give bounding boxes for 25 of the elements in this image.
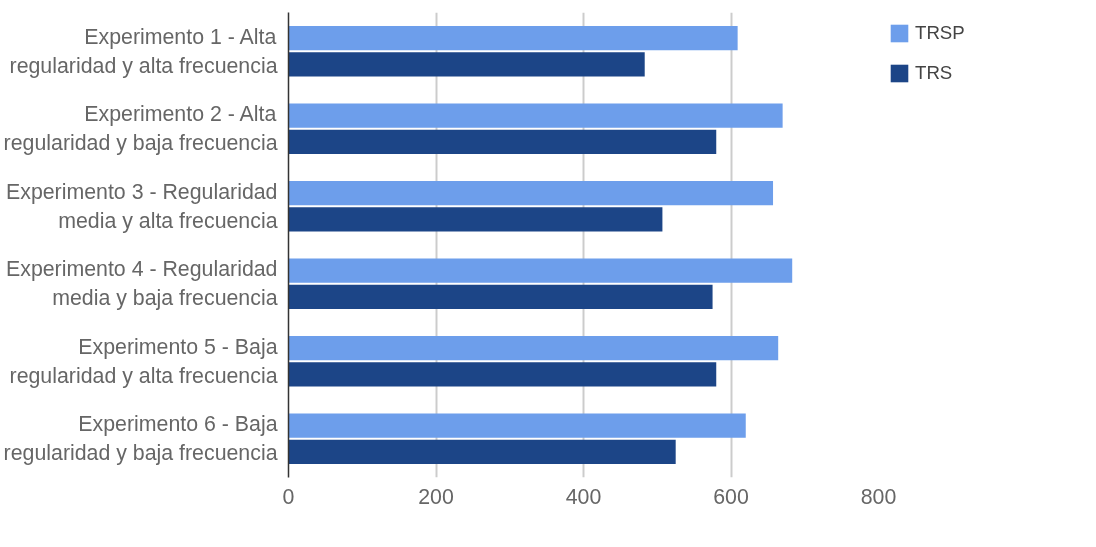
bar xyxy=(288,103,783,128)
y-tick-label: Experimento 3 - Regularidad media y alta frecuencia xyxy=(6,179,278,233)
y-tick-label: Experimento 2 - Alta regularidad y baja frecuencia xyxy=(3,102,278,156)
bar xyxy=(288,129,717,155)
bar xyxy=(288,207,663,232)
x-tick-label: 200 xyxy=(418,484,454,509)
legend-label: TRS xyxy=(915,62,953,84)
y-tick-label: Experimento 5 - Baja regularidad y alta frecuencia xyxy=(9,334,278,388)
y-tick-label: Experimento 4 - Regularidad media y baja frecuencia xyxy=(6,257,278,311)
x-tick-label: 800 xyxy=(860,484,897,509)
y-tick-label: Experimento 1 - Alta regularidad y alta frecuencia xyxy=(9,24,278,78)
x-tick-label: 600 xyxy=(713,484,749,509)
x-tick-label: 0 xyxy=(282,484,295,509)
bar xyxy=(288,335,779,361)
bar xyxy=(288,258,793,283)
bar xyxy=(288,439,676,465)
bar xyxy=(288,180,774,206)
bar xyxy=(288,52,645,77)
bar xyxy=(288,25,738,51)
y-tick-label: Experimento 6 - Baja regularidad y baja frecuencia xyxy=(3,412,278,466)
bar xyxy=(288,413,746,438)
bar xyxy=(288,284,713,310)
x-tick-label: 400 xyxy=(565,484,602,509)
legend-label: TRSP xyxy=(915,22,965,44)
bar xyxy=(288,362,717,387)
